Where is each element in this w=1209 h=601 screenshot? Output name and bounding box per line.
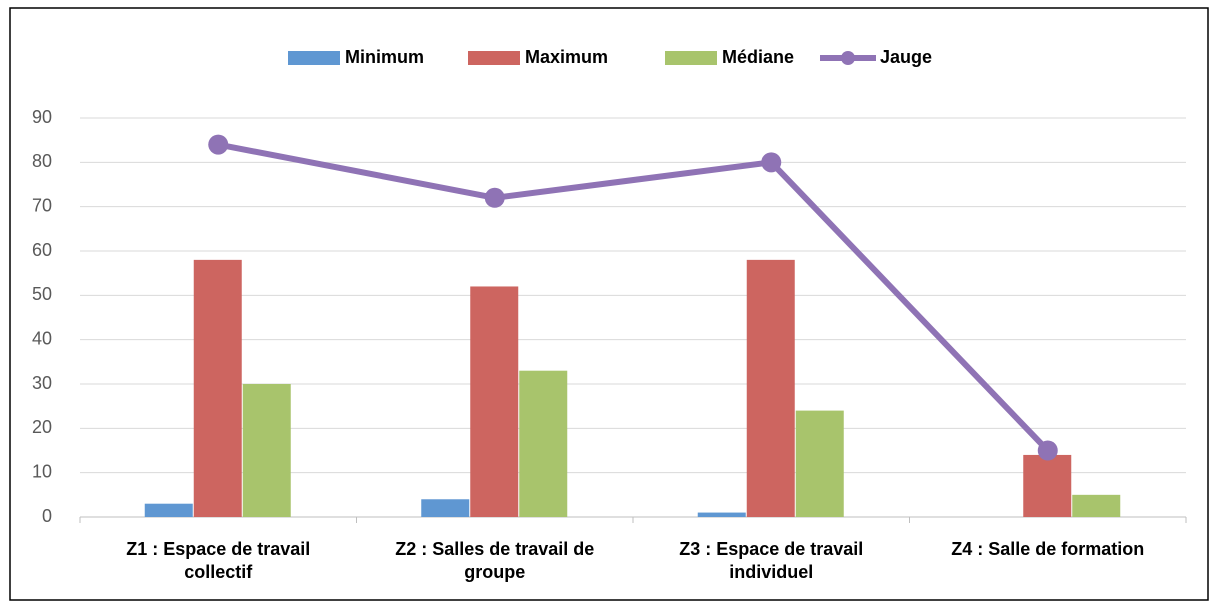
legend-label: Minimum [345, 47, 424, 67]
y-tick-label: 50 [32, 284, 52, 304]
line-marker [761, 152, 782, 173]
line-marker [484, 187, 505, 208]
line [217, 141, 1050, 453]
legend-swatch [841, 51, 855, 65]
y-tick-label: 10 [32, 461, 52, 481]
bar [519, 370, 568, 517]
bar [144, 503, 193, 517]
line-marker [208, 134, 229, 155]
y-tick-label: 60 [32, 240, 52, 260]
y-tick-label: 90 [32, 107, 52, 127]
y-tick-label: 40 [32, 328, 52, 348]
legend-label: Maximum [525, 47, 608, 67]
bar [470, 286, 519, 517]
y-tick-label: 0 [42, 506, 52, 526]
y-tick-label: 80 [32, 151, 52, 171]
legend-swatch [288, 51, 340, 65]
bar [1072, 494, 1121, 517]
x-tick-label: Z3 : Espace de travail individuel [679, 539, 864, 582]
bar [421, 499, 470, 517]
bar [193, 259, 242, 517]
bar [1023, 454, 1072, 517]
y-tick-label: 70 [32, 195, 52, 215]
bar [242, 384, 291, 517]
x-tick-label: Z1 : Espace de travail collectif [126, 539, 311, 582]
y-tick-label: 20 [32, 417, 52, 437]
legend-swatch [468, 51, 520, 65]
bar [795, 410, 844, 517]
y-tick-label: 30 [32, 373, 52, 393]
legend-label: Médiane [722, 47, 794, 67]
bar [746, 259, 795, 517]
legend-label: Jauge [880, 47, 932, 67]
bar [697, 512, 746, 517]
x-tick-label: Z2 : Salles de travail de groupe [395, 539, 595, 582]
line-marker [1037, 440, 1058, 461]
chart-border [9, 7, 1209, 601]
legend-swatch [665, 51, 717, 65]
x-tick-label: Z4 : Salle de formation [951, 539, 1145, 559]
